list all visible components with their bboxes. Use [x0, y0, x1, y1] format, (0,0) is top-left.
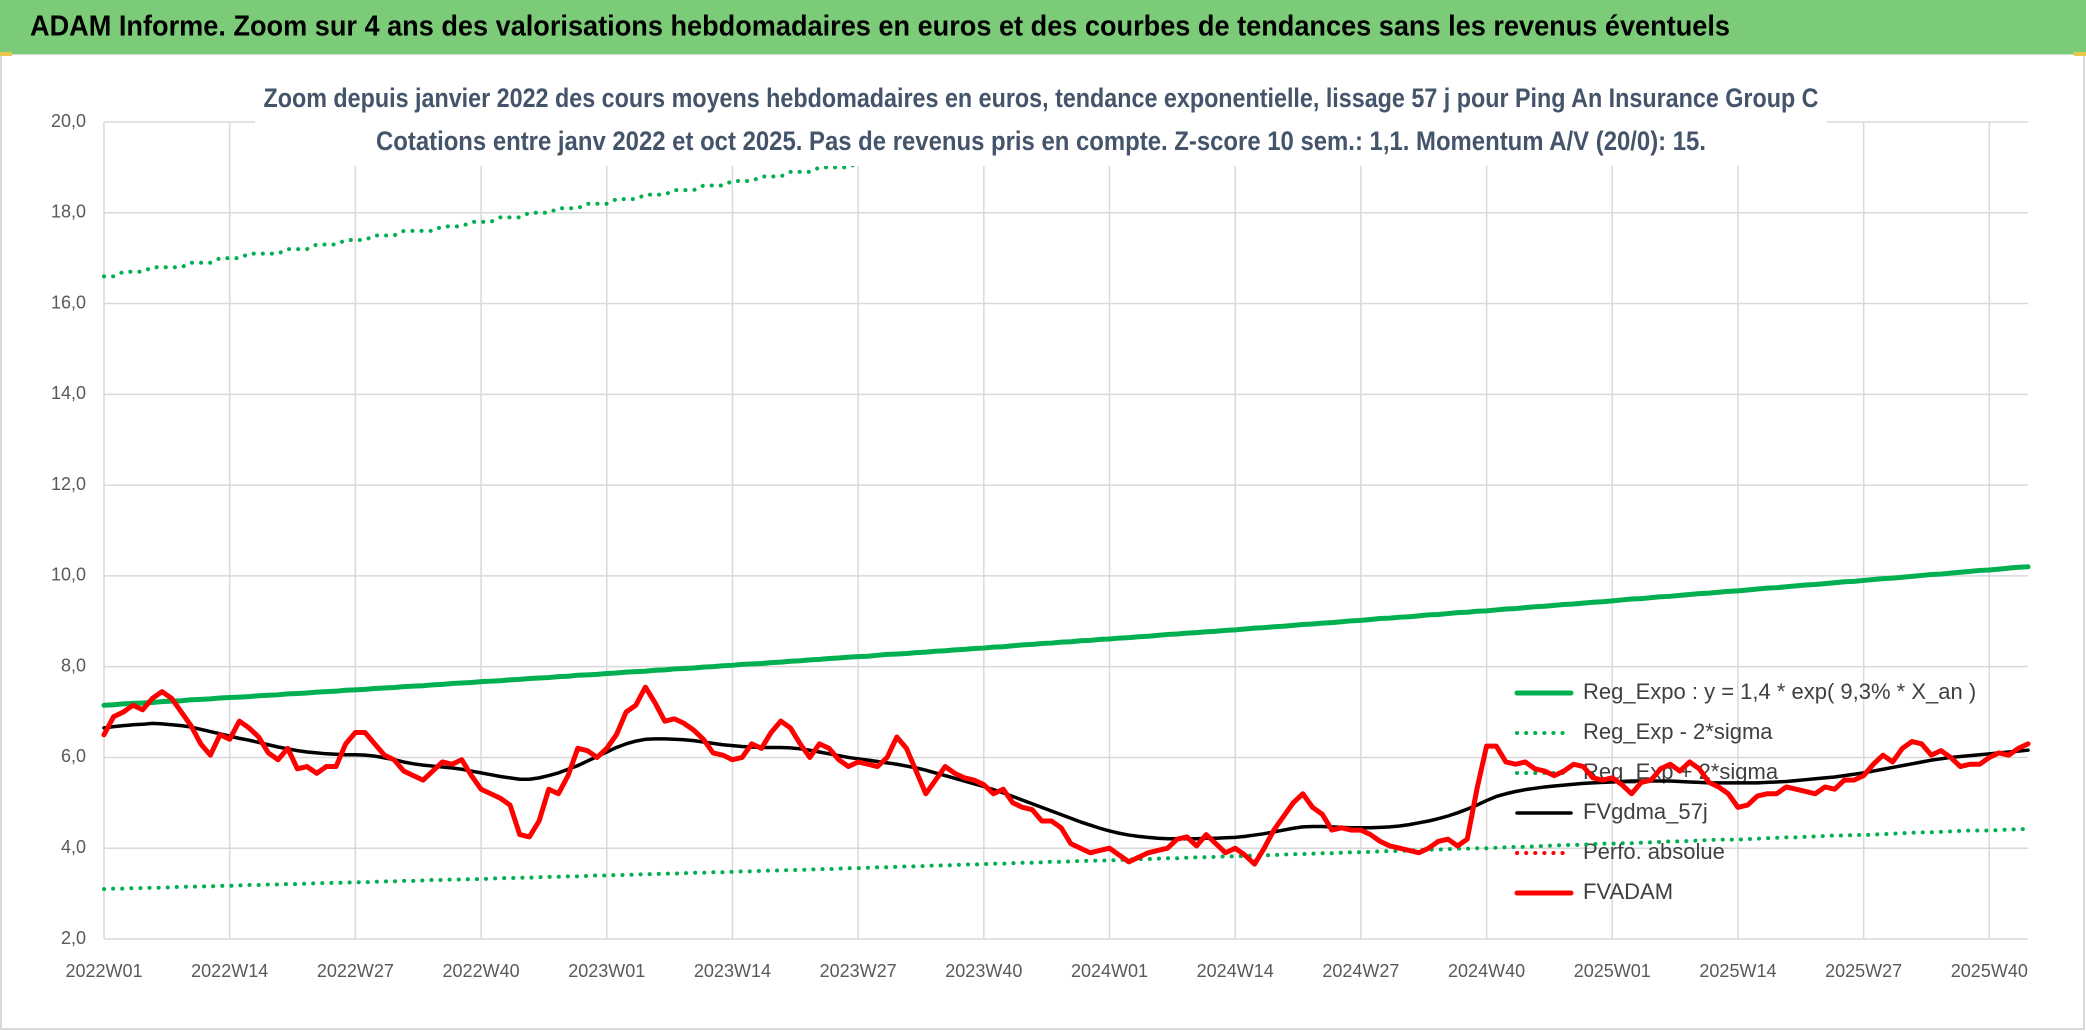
x-tick-label: 2023W14 [694, 961, 771, 981]
series-line [101, 684, 2031, 867]
x-tick-label: 2022W27 [317, 961, 394, 981]
y-tick-label: 16,0 [51, 292, 86, 312]
y-tick-label: 14,0 [51, 383, 86, 403]
x-tick-label: 2024W27 [1322, 961, 1399, 981]
series-line [101, 564, 2031, 708]
subtitle-box [255, 80, 1827, 166]
x-tick-label: 2023W01 [568, 961, 645, 981]
x-tick-label: 2024W40 [1448, 961, 1525, 981]
subtitle: Cotations entre janv 2022 et oct 2025. P… [376, 126, 1706, 156]
y-tick-label: 20,0 [51, 111, 86, 131]
y-tick-label: 18,0 [51, 202, 86, 222]
y-tick-label: 8,0 [61, 655, 86, 675]
x-tick-label: 2025W40 [1951, 961, 2028, 981]
corner-accent [0, 52, 12, 56]
chart-title: ADAM Informe. Zoom sur 4 ans des valoris… [30, 11, 1730, 43]
legend: Reg_Expo : y = 1,4 * exp( 9,3% * X_an ) R… [1514, 679, 1976, 904]
x-tick-label: 2022W01 [65, 961, 142, 981]
x-tick-label: 2023W40 [945, 961, 1022, 981]
y-tick-label: 2,0 [61, 928, 86, 948]
x-tick-label: 2025W01 [1574, 961, 1651, 981]
series [101, 118, 2031, 892]
corner-accent [2074, 52, 2086, 56]
header-bar [0, 0, 2086, 54]
legend-label: Reg_Expo : y = 1,4 * exp( 9,3% * X_an ) [1583, 679, 1976, 704]
x-tick-label: 2022W40 [443, 961, 520, 981]
legend-label: Perfo. absolue [1583, 839, 1725, 864]
y-tick-label: 12,0 [51, 474, 86, 494]
axis-labels: 2,0 4,0 6,0 8,0 10,0 12,0 14,0 16,0 18,0 20,0 2022… [51, 111, 2028, 981]
y-tick-label: 10,0 [51, 565, 86, 585]
legend-label: Reg_Exp - 2*sigma [1583, 719, 1773, 744]
subtitle: Zoom depuis janvier 2022 des cours moyen… [264, 83, 1819, 113]
x-tick-label: 2023W27 [820, 961, 897, 981]
y-tick-label: 6,0 [61, 746, 86, 766]
grid [103, 121, 2028, 940]
x-tick-label: 2025W27 [1825, 961, 1902, 981]
x-tick-label: 2024W14 [1197, 961, 1274, 981]
legend-label: FVADAM [1583, 879, 1673, 904]
series-line [102, 827, 2030, 892]
x-tick-label: 2024W01 [1071, 961, 1148, 981]
x-tick-label: 2025W14 [1699, 961, 1776, 981]
legend-label: FVgdma_57j [1583, 799, 1708, 824]
y-tick-label: 4,0 [61, 837, 86, 857]
x-tick-label: 2022W14 [191, 961, 268, 981]
